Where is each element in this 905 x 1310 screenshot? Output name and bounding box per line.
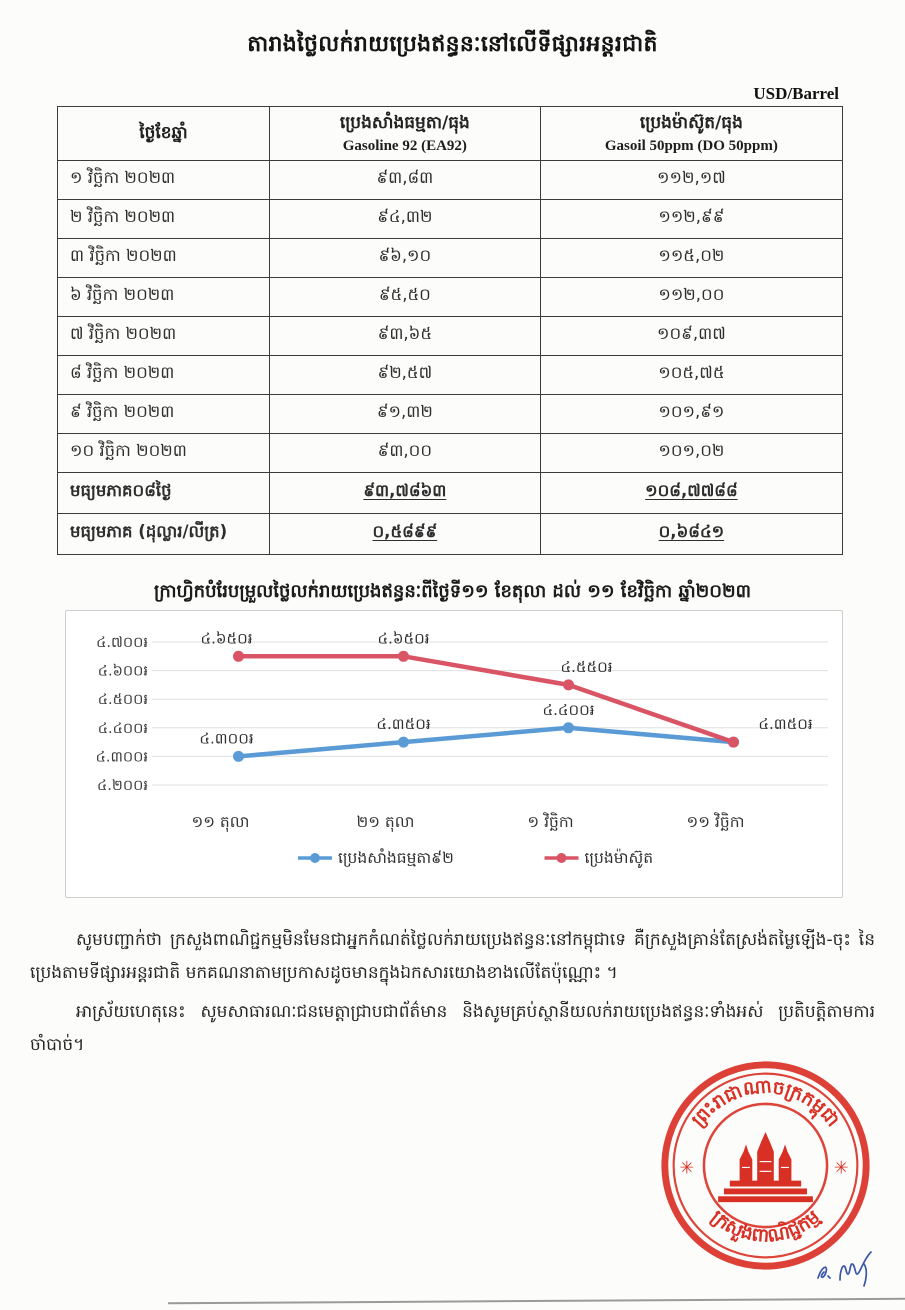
data-point-marker xyxy=(233,750,244,762)
unit-label: USD/Barrel xyxy=(753,84,839,103)
scan-page-edge xyxy=(168,1297,905,1305)
table-row: ៩ វិច្ឆិកា ២០២៣ ៩១,៣២ ១០១,៩១ xyxy=(57,394,844,434)
gasoil-price-cell: ១១២,១៧ xyxy=(539,160,844,200)
price-line-chart: ៤.៧០០៛៤.៦០០៛៤.៥០០៛៤.៤០០៛៤.៣០០៛៤.២០០៛១១ ត… xyxy=(96,629,828,868)
gasoline-price-cell: ៩៤,៣២ xyxy=(268,199,541,239)
legend-label: ប្រេងសាំងធម្មតា៩២ xyxy=(338,848,454,867)
gasoline-price-cell: ៩៣,៦៥ xyxy=(268,316,541,356)
header-gasoline-kh: ប្រេងសាំងធម្មតា/ធុង xyxy=(339,113,470,133)
paragraph-instruction: អាស្រ័យហេតុនេះ សូមសាធារណៈជនមេត្តាជ្រាបជា… xyxy=(30,1002,875,1056)
series-line xyxy=(236,725,736,759)
date-cell: ៩ វិច្ឆិកា ២០២៣ xyxy=(57,394,270,434)
y-axis-tick: ៤.៥០០៛ xyxy=(98,692,148,708)
y-axis-tick: ៤.៦០០៛ xyxy=(98,664,148,680)
table-row: ៦ វិច្ឆិកា ២០២៣ ៩៥,៥០ ១១២,០០ xyxy=(57,277,844,317)
chart-container: ៤.៧០០៛៤.៦០០៛៤.៥០០៛៤.៤០០៛៤.៣០០៛៤.២០០៛១១ ត… xyxy=(65,610,843,898)
header-gasoil: ប្រេងម៉ាស៊ូត/ធុង Gasoil 50ppm (DO 50ppm) xyxy=(539,106,844,161)
date-cell: ៧ វិច្ឆិកា ២០២៣ xyxy=(57,316,270,356)
body-text: សូមបញ្ជាក់ថា ក្រសួងពាណិជ្ជកម្មមិនមែនជាអ្… xyxy=(30,924,875,1063)
summary-row: មធ្យមភាគ០៨ថ្ងៃ ៩៣,៧៨៦៣ ១០៨,៧៧៨៨ xyxy=(57,472,844,514)
header-gasoil-kh: ប្រេងម៉ាស៊ូត/ធុង xyxy=(639,113,743,133)
data-point-label: ៤.៣៥០៛ xyxy=(758,715,812,733)
page-title: តារាងថ្លៃលក់រាយប្រេងឥន្ធនៈនៅលើទីផ្សារអន្… xyxy=(247,32,658,57)
gasoil-price-cell: ១១២,៩៩ xyxy=(539,199,844,239)
date-cell: ៣ វិច្ឆិកា ២០២៣ xyxy=(57,238,270,278)
gasoline-price-cell: ៩៣,០០ xyxy=(268,433,541,473)
signature-ink xyxy=(817,1251,872,1287)
summary-label-cell: មធ្យមភាគ០៨ថ្ងៃ xyxy=(57,472,270,514)
data-point-label: ៤.៦៥០៛ xyxy=(200,629,252,647)
x-axis-label: ១១ តុលា xyxy=(192,813,250,832)
summary-label-cell: មធ្យមភាគ (ដុល្លារ/លីត្រ) xyxy=(57,513,270,555)
table-row: ១០ វិច្ឆិកា ២០២៣ ៩៣,០០ ១០១,០២ xyxy=(57,433,844,473)
gasoil-price-cell: ១១៥,០២ xyxy=(539,238,844,278)
data-point-label: ៤.៣០០៛ xyxy=(199,729,253,747)
gasoil-price-cell: ១០៥,៧៥ xyxy=(539,355,844,395)
data-point-marker xyxy=(563,679,574,691)
date-cell: ១ វិច្ឆិកា ២០២៣ xyxy=(57,160,270,200)
date-cell: ៦ វិច្ឆិកា ២០២៣ xyxy=(57,277,270,317)
data-point-label: ៤.៦៥០៛ xyxy=(377,629,429,647)
stamp-left-star-icon: ✳ xyxy=(680,1157,695,1177)
handwritten-signature xyxy=(812,1248,897,1296)
legend-dot-marker xyxy=(556,853,567,863)
gasoil-price-cell: ១០១,៩១ xyxy=(539,394,844,434)
data-point-marker xyxy=(398,650,409,662)
angkor-wat-icon xyxy=(718,1132,813,1203)
summary-row: មធ្យមភាគ (ដុល្លារ/លីត្រ) ០,៥៨៩៩ ០,៦៨៤១ xyxy=(57,513,844,555)
data-point-marker xyxy=(398,736,409,748)
header-gasoil-en: Gasoil 50ppm (DO 50ppm) xyxy=(604,137,778,154)
gasoline-price-cell: ៩៥,៥០ xyxy=(268,277,541,317)
gasoline-price-cell: ៩៣,៨៣ xyxy=(268,160,541,200)
gasoline-average-cell: ០,៥៨៩៩ xyxy=(268,513,541,555)
gasoil-average-cell: ០,៦៨៤១ xyxy=(539,513,844,555)
ministry-stamp-seal: ព្រះរាជាណាចក្រកម្ពុជា ក្រសួងពាណិជ្ជកម្ម … xyxy=(661,1061,870,1270)
gasoline-price-cell: ៩១,៣២ xyxy=(268,394,541,434)
date-cell: ៨ វិច្ឆិកា ២០២៣ xyxy=(57,355,270,395)
table-row: ៧ វិច្ឆិកា ២០២៣ ៩៣,៦៥ ១០៩,៣៧ xyxy=(57,316,844,356)
data-point-label: ៤.៥៥០៛ xyxy=(560,658,612,676)
data-point-marker xyxy=(233,650,244,662)
x-axis-label: ២១ តុលា xyxy=(357,813,415,832)
price-table: ថ្ងៃខែឆ្នាំ ប្រេងសាំងធម្មតា/ធុង Gasoline… xyxy=(57,106,844,555)
x-axis-label: ១១ វិច្ឆិកា xyxy=(687,812,745,831)
series-line xyxy=(236,654,736,745)
table-row: ២ វិច្ឆិកា ២០២៣ ៩៤,៣២ ១១២,៩៩ xyxy=(57,199,844,239)
data-point-label: ៤.៤០០៛ xyxy=(542,701,594,719)
gasoil-average-cell: ១០៨,៧៧៨៨ xyxy=(539,472,844,514)
y-axis-tick: ៤.៧០០៛ xyxy=(96,635,148,651)
header-date: ថ្ងៃខែឆ្នាំ xyxy=(57,106,270,161)
data-point-label: ៤.៣៥០៛ xyxy=(376,715,430,733)
date-cell: ១០ វិច្ឆិកា ២០២៣ xyxy=(57,433,270,473)
legend-dot-marker xyxy=(310,853,320,863)
header-date-label: ថ្ងៃខែឆ្នាំ xyxy=(139,122,188,143)
table-header-row: ថ្ងៃខែឆ្នាំ ប្រេងសាំងធម្មតា/ធុង Gasoline… xyxy=(57,106,844,161)
gasoline-price-cell: ៩២,៥៧ xyxy=(268,355,541,395)
x-axis-label: ១ វិច្ឆិកា xyxy=(527,812,573,831)
ministry-stamp: ព្រះរាជាណាចក្រកម្ពុជា ក្រសួងពាណិជ្ជកម្ម … xyxy=(658,1058,873,1273)
gasoil-price-cell: ១១២,០០ xyxy=(539,277,844,317)
table-row: ៨ វិច្ឆិកា ២០២៣ ៩២,៥៧ ១០៥,៧៥ xyxy=(57,355,844,395)
stamp-right-star-icon: ✳ xyxy=(834,1157,849,1177)
gasoil-price-cell: ១០៩,៣៧ xyxy=(539,316,844,356)
gasoil-price-cell: ១០១,០២ xyxy=(539,433,844,473)
data-point-marker xyxy=(728,736,739,748)
y-axis-tick: ៤.២០០៛ xyxy=(97,778,148,794)
legend-label: ប្រេងម៉ាស៊ូត xyxy=(585,848,654,868)
header-gasoline-en: Gasoline 92 (EA92) xyxy=(342,137,467,154)
y-axis-tick: ៤.៣០០៛ xyxy=(96,749,148,765)
table-row: ១ វិច្ឆិកា ២០២៣ ៩៣,៨៣ ១១២,១៧ xyxy=(57,160,844,200)
table-row: ៣ វិច្ឆិកា ២០២៣ ៩៦,១០ ១១៥,០២ xyxy=(57,238,844,278)
gasoline-average-cell: ៩៣,៧៨៦៣ xyxy=(268,472,541,514)
y-axis-tick: ៤.៤០០៛ xyxy=(98,721,148,737)
date-cell: ២ វិច្ឆិកា ២០២៣ xyxy=(57,199,270,239)
stamp-bottom-text: ក្រសួងពាណិជ្ជកម្ម xyxy=(707,1206,824,1247)
table-body: ១ វិច្ឆិកា ២០២៣ ៩៣,៨៣ ១១២,១៧២ វិច្ឆិកា ២០២… xyxy=(57,160,844,555)
gasoline-price-cell: ៩៦,១០ xyxy=(268,238,541,278)
data-point-marker xyxy=(563,722,574,734)
chart-title: ក្រាហ្វិកបំរែបម្រួលថ្លៃលក់រាយប្រេងឥន្ធនៈ… xyxy=(154,581,751,602)
header-gasoline: ប្រេងសាំងធម្មតា/ធុង Gasoline 92 (EA92) xyxy=(268,106,541,161)
paragraph-disclaimer: សូមបញ្ជាក់ថា ក្រសួងពាណិជ្ជកម្មមិនមែនជាអ្… xyxy=(30,930,875,984)
